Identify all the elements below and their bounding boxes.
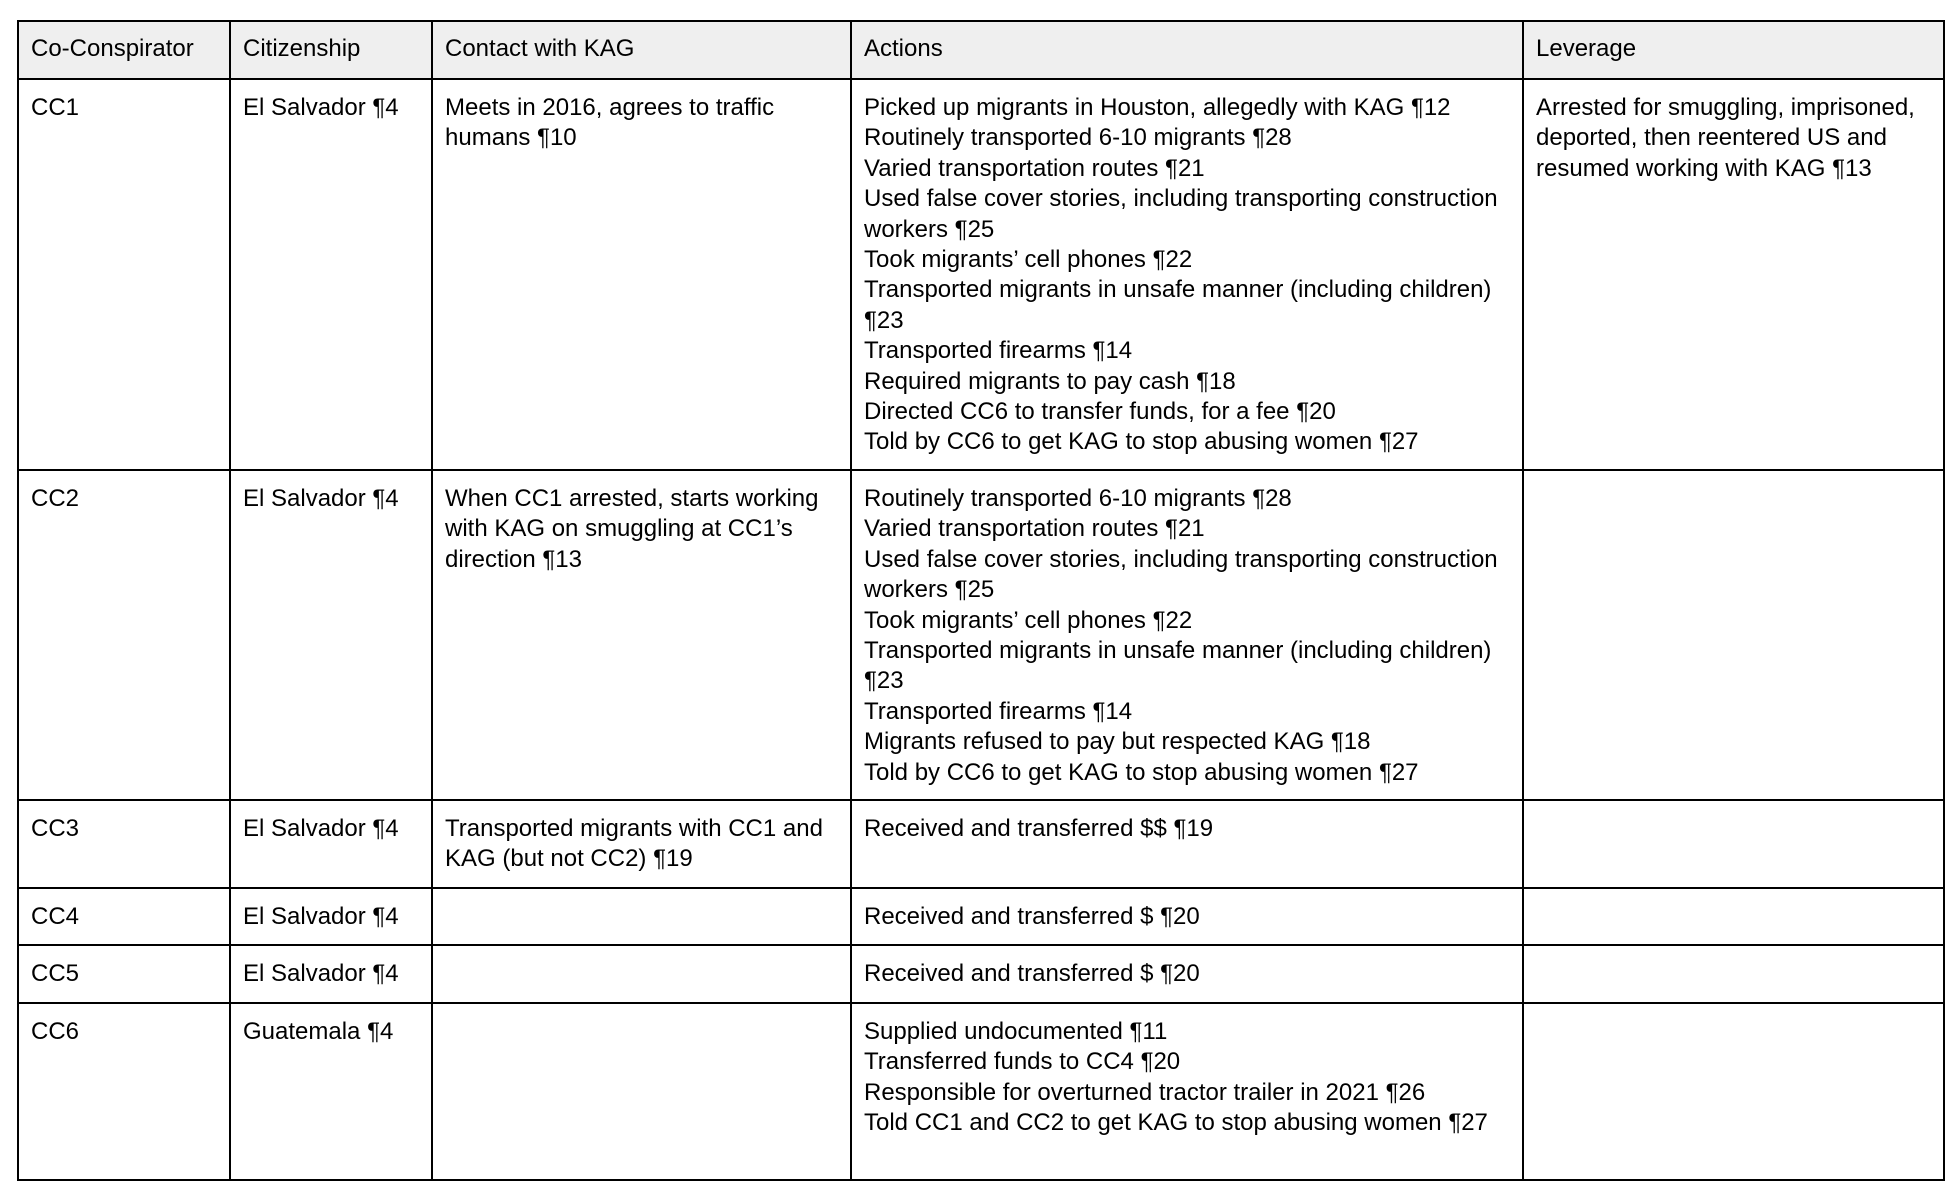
cell-co-conspirator: CC3 (17, 798, 231, 889)
action-item: Received and transferred $ ¶20 (864, 902, 1200, 930)
cell-co-conspirator: CC4 (17, 886, 231, 946)
cell-leverage: Arrested for smuggling, imprisoned, depo… (1522, 78, 1945, 471)
action-item: Picked up migrants in Houston, allegedly… (864, 94, 1451, 121)
cell-citizenship: El Salvador ¶4 (229, 468, 433, 801)
action-item: Varied transportation routes ¶21 (864, 154, 1205, 182)
cell-leverage (1522, 798, 1945, 889)
action-item: Told CC1 and CC2 to get KAG to stop abus… (864, 1109, 1488, 1137)
cell-actions: Received and transferred $$ ¶19 (850, 798, 1524, 889)
action-item: Responsible for overturned tractor trail… (864, 1078, 1426, 1106)
action-item: Transported migrants in unsafe manner (i… (864, 636, 1492, 695)
action-item: Transported migrants in unsafe manner (i… (864, 276, 1492, 334)
header-contact: Contact with KAG (431, 20, 852, 80)
action-item: Transported firearms ¶14 (864, 337, 1133, 365)
action-item: Used false cover stories, including tran… (864, 545, 1498, 604)
header-citizenship: Citizenship (229, 20, 433, 80)
action-item: Told by CC6 to get KAG to stop abusing w… (864, 428, 1419, 456)
action-item: Transported firearms ¶14 (864, 697, 1133, 725)
cell-leverage (1522, 1001, 1945, 1181)
co-conspirator-table: Co-Conspirator Citizenship Contact with … (17, 20, 1945, 1181)
table-row: CC4 El Salvador ¶4 Received and transferre… (17, 886, 1945, 946)
cell-contact (431, 943, 852, 1004)
action-item: Supplied undocumented ¶11 (864, 1017, 1168, 1045)
action-item: Told by CC6 to get KAG to stop abusing w… (864, 758, 1419, 786)
cell-citizenship: El Salvador ¶4 (229, 798, 433, 889)
action-item: Varied transportation routes ¶21 (864, 515, 1205, 543)
cell-co-conspirator: CC2 (17, 468, 231, 801)
action-item: Received and transferred $$ ¶19 (864, 814, 1214, 842)
cell-actions: Supplied undocumented ¶11 Transferred fun… (850, 1001, 1524, 1181)
header-row: Co-Conspirator Citizenship Contact with … (17, 20, 1945, 80)
cell-actions: Routinely transported 6-10 migrants ¶28 V… (850, 468, 1524, 801)
cell-citizenship: El Salvador ¶4 (229, 943, 433, 1004)
cell-citizenship: El Salvador ¶4 (229, 78, 433, 471)
action-item: Routinely transported 6-10 migrants ¶28 (864, 124, 1292, 152)
action-item: Took migrants’ cell phones ¶22 (864, 246, 1193, 274)
table-row: CC5 El Salvador ¶4 Received and transferre… (17, 943, 1945, 1004)
action-item: Received and transferred $ ¶20 (864, 959, 1200, 987)
action-item: Routinely transported 6-10 migrants ¶28 (864, 484, 1292, 512)
cell-actions: Received and transferred $ ¶20 (850, 886, 1524, 946)
header-leverage: Leverage (1522, 20, 1945, 80)
action-item: Required migrants to pay cash ¶18 (864, 367, 1236, 395)
cell-actions: Picked up migrants in Houston, allegedly… (850, 78, 1524, 471)
cell-contact: Meets in 2016, agrees to traffic humans … (431, 78, 852, 471)
action-item: Took migrants’ cell phones ¶22 (864, 606, 1193, 634)
table-row: CC3 El Salvador ¶4 Transported migrants wi… (17, 798, 1945, 889)
cell-citizenship: Guatemala ¶4 (229, 1001, 433, 1181)
cell-co-conspirator: CC6 (17, 1001, 231, 1181)
cell-contact: Transported migrants with CC1 and KAG (b… (431, 798, 852, 889)
cell-actions: Received and transferred $ ¶20 (850, 943, 1524, 1004)
cell-contact (431, 886, 852, 946)
cell-contact (431, 1001, 852, 1181)
table-row: CC6 Guatemala ¶4 Supplied undocumented ¶11… (17, 1001, 1945, 1181)
action-item: Directed CC6 to transfer funds, for a fe… (864, 398, 1336, 426)
cell-leverage (1522, 886, 1945, 946)
action-item: Migrants refused to pay but respected KA… (864, 728, 1371, 756)
cell-co-conspirator: CC1 (17, 78, 231, 471)
action-item: Transferred funds to CC4 ¶20 (864, 1048, 1181, 1076)
cell-contact: When CC1 arrested, starts working with K… (431, 468, 852, 801)
header-co-conspirator: Co-Conspirator (17, 20, 231, 80)
cell-co-conspirator: CC5 (17, 943, 231, 1004)
cell-citizenship: El Salvador ¶4 (229, 886, 433, 946)
header-actions: Actions (850, 20, 1524, 80)
action-item: Used false cover stories, including tran… (864, 185, 1498, 243)
cell-leverage (1522, 468, 1945, 801)
table-row: CC1 El Salvador ¶4 Meets in 2016, agrees t… (17, 78, 1945, 471)
cell-leverage (1522, 943, 1945, 1004)
table-row: CC2 El Salvador ¶4 When CC1 arrested, star… (17, 468, 1945, 801)
